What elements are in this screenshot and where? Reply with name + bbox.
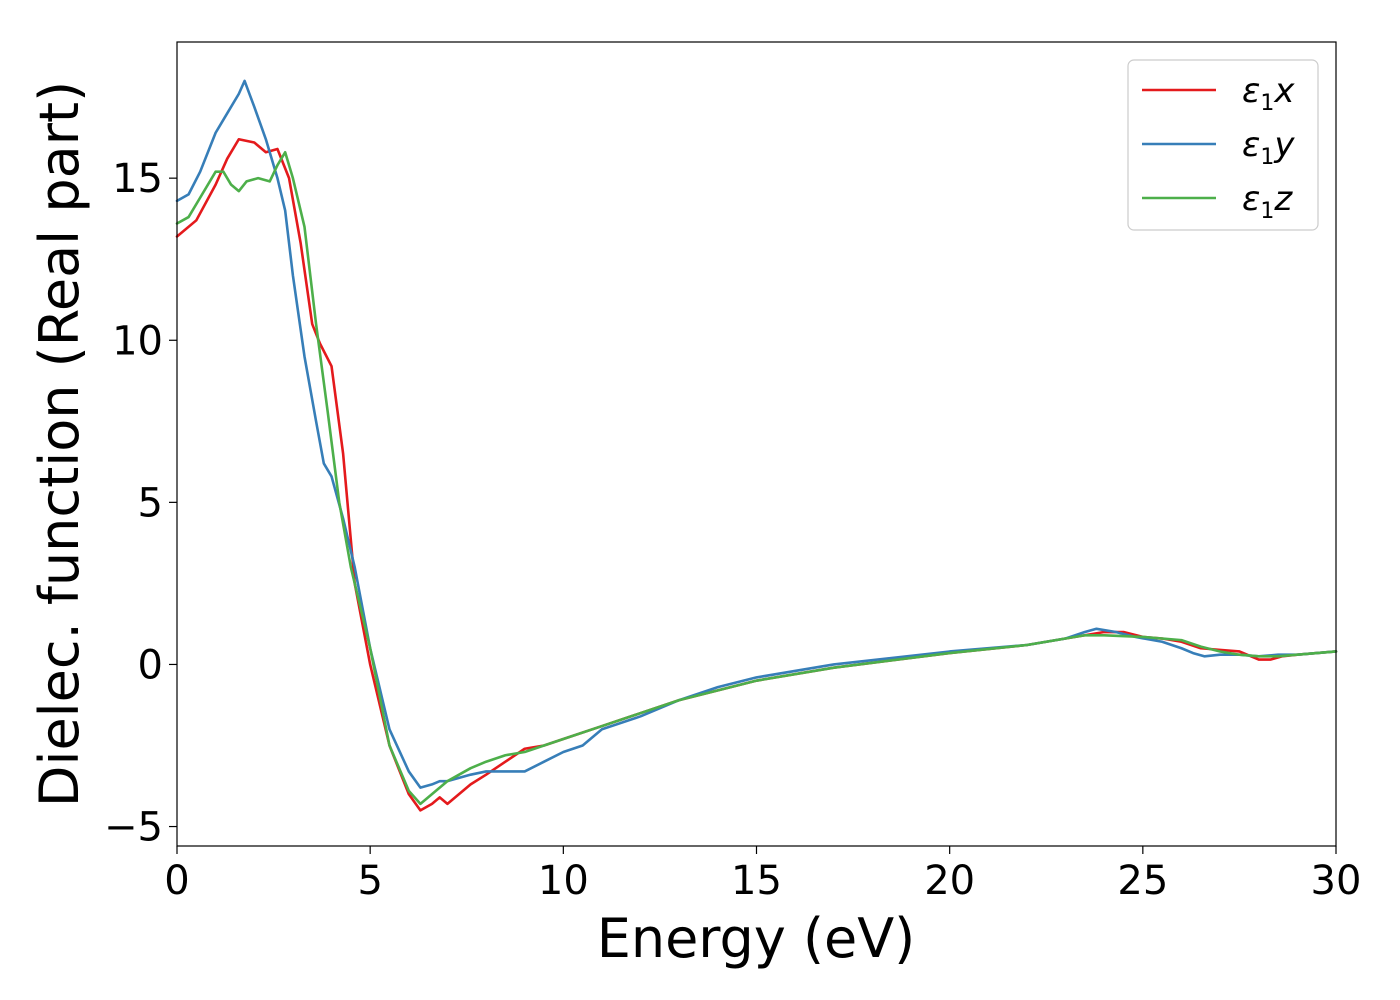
legend-label-y: ε1y bbox=[1242, 125, 1295, 170]
series-line-z bbox=[175, 150, 1338, 806]
series-line-y bbox=[175, 79, 1338, 789]
y-tick-label: 0 bbox=[138, 642, 163, 688]
legend-label-z: ε1z bbox=[1242, 179, 1293, 224]
legend-box bbox=[1127, 59, 1319, 231]
legend-label-x: ε1x bbox=[1242, 71, 1295, 116]
x-tick-label: 15 bbox=[731, 858, 782, 904]
x-tick-label: 10 bbox=[538, 858, 589, 904]
series-line-x bbox=[175, 137, 1338, 812]
y-axis-label: Dielec. function (Real part) bbox=[28, 81, 91, 807]
legend: ε1x ε1y ε1z bbox=[1127, 59, 1319, 231]
x-tick-label: 25 bbox=[1117, 858, 1168, 904]
y-tick-label: 15 bbox=[112, 156, 163, 202]
y-tick-label: −5 bbox=[104, 805, 163, 851]
x-tick-label: 20 bbox=[924, 858, 975, 904]
y-tick-label: 10 bbox=[112, 318, 163, 364]
x-axis-ticks: 0 5 10 15 20 25 30 bbox=[164, 846, 1361, 904]
y-axis-ticks: −5 0 5 10 15 bbox=[104, 156, 177, 851]
y-tick-label: 5 bbox=[138, 480, 163, 526]
x-axis-label: Energy (eV) bbox=[597, 907, 916, 970]
x-tick-label: 5 bbox=[357, 858, 382, 904]
x-tick-label: 0 bbox=[164, 858, 189, 904]
x-tick-label: 30 bbox=[1311, 858, 1362, 904]
plot-lines bbox=[175, 79, 1338, 812]
